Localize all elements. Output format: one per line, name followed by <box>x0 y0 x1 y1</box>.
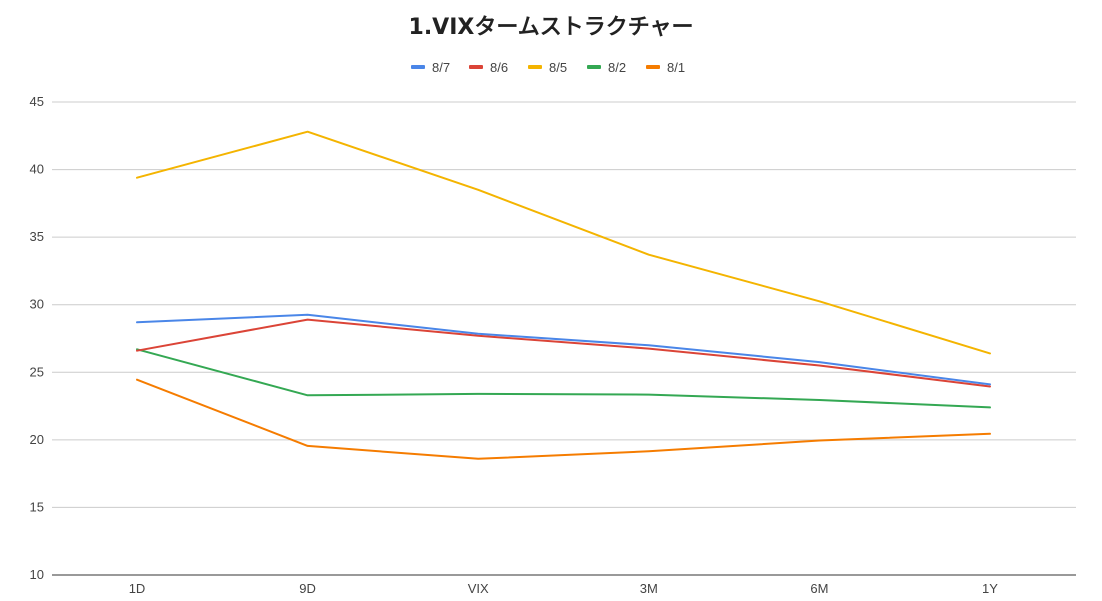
x-tick-label: 3M <box>640 581 658 596</box>
y-tick-label: 25 <box>30 364 44 379</box>
series-line-8-7 <box>136 313 991 386</box>
series-lines <box>136 130 991 460</box>
y-tick-label: 20 <box>30 432 44 447</box>
y-tick-label: 45 <box>30 94 44 109</box>
series-line-8-6 <box>136 318 991 388</box>
y-tick-label: 15 <box>30 499 44 514</box>
x-tick-label: VIX <box>468 581 489 596</box>
y-axis: 10 15 20 25 30 35 40 45 <box>30 94 44 582</box>
legend-swatch <box>587 65 601 69</box>
legend-label: 8/7 <box>432 60 450 75</box>
x-tick-label: 6M <box>810 581 828 596</box>
legend-swatch <box>469 65 483 69</box>
series-line-8-1 <box>136 378 991 460</box>
x-axis: 1D 9D VIX 3M 6M 1Y <box>129 581 999 596</box>
legend-label: 8/5 <box>549 60 567 75</box>
legend: 8/7 8/6 8/5 8/2 8/1 <box>411 60 685 75</box>
legend-swatch <box>646 65 660 69</box>
y-tick-label: 30 <box>30 297 44 312</box>
series-line-8-5 <box>136 130 991 355</box>
x-tick-label: 1Y <box>982 581 998 596</box>
legend-label: 8/2 <box>608 60 626 75</box>
y-tick-label: 10 <box>30 567 44 582</box>
y-tick-label: 35 <box>30 229 44 244</box>
series-line-8-2 <box>136 348 991 409</box>
x-tick-label: 9D <box>299 581 316 596</box>
legend-swatch <box>411 65 425 69</box>
y-tick-label: 40 <box>30 162 44 177</box>
legend-label: 8/6 <box>490 60 508 75</box>
x-tick-label: 1D <box>129 581 146 596</box>
legend-label: 8/1 <box>667 60 685 75</box>
chart-title: 1.VIXタームストラクチャー <box>409 15 694 40</box>
legend-swatch <box>528 65 542 69</box>
